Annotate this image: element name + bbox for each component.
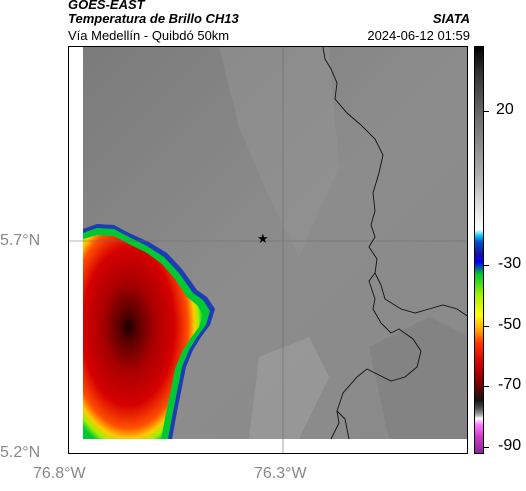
department-boundary [330, 272, 422, 440]
colorbar-label-minus70: -70 [498, 376, 522, 393]
satellite-map: ★ [68, 46, 468, 454]
colorbar [474, 46, 484, 454]
colorbar-label-minus50: -50 [498, 316, 522, 333]
cloud-core [83, 235, 203, 439]
lat-label-5-7: 5.7°N [0, 232, 41, 249]
source-label: SIATA [432, 11, 470, 26]
colorbar-tick [484, 447, 489, 448]
cloud-texture [219, 47, 339, 257]
lat-label-5-2: 5.2°N [0, 444, 41, 461]
cloud-texture [249, 337, 329, 439]
colorbar-label-minus90: -90 [498, 437, 522, 454]
colorbar-label-minus30: -30 [498, 255, 522, 272]
product-title: Temperatura de Brillo CH13 [68, 11, 239, 26]
lon-label-76-3: 76.3°W [254, 465, 307, 482]
department-boundary [336, 410, 350, 440]
map-svg [69, 47, 467, 453]
colorbar-tick [484, 386, 489, 387]
satellite-title: GOES-EAST [68, 0, 145, 12]
department-boundary [322, 47, 467, 317]
timestamp: 2024-06-12 01:59 [367, 28, 470, 43]
location-marker: ★ [257, 231, 269, 246]
region-subtitle: Vía Medellín - Quibdó 50km [68, 28, 230, 43]
colorbar-label-20: 20 [496, 101, 514, 118]
colorbar-tick [484, 326, 489, 327]
colorbar-tick [484, 265, 489, 266]
colorbar-tick [484, 111, 489, 112]
lon-label-76-8: 76.8°W [33, 465, 86, 482]
cloud-texture [369, 317, 467, 439]
